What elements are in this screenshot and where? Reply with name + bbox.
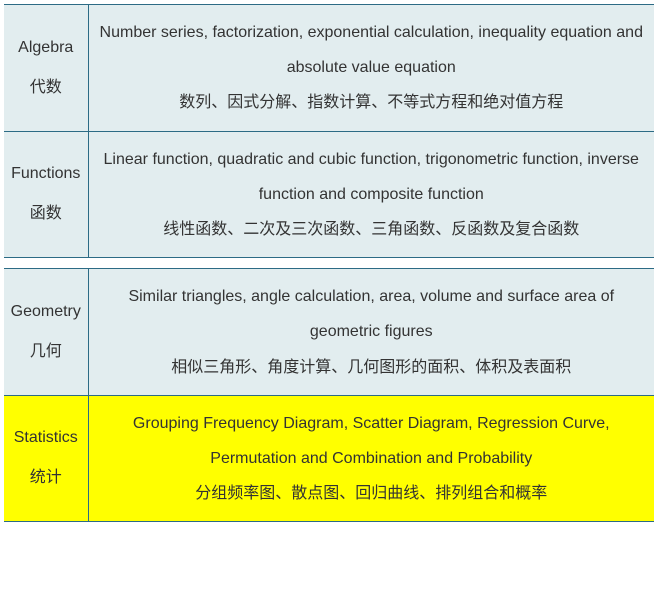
table-row: Statistics 统计 Grouping Frequency Diagram… xyxy=(4,395,654,522)
category-cell: Functions 函数 xyxy=(4,131,88,258)
category-zh: 代数 xyxy=(6,73,86,97)
description-en: Linear function, quadratic and cubic fun… xyxy=(95,142,649,212)
description-cell: Linear function, quadratic and cubic fun… xyxy=(88,131,654,258)
math-topics-table-1: Algebra 代数 Number series, factorization,… xyxy=(4,4,654,258)
category-zh: 统计 xyxy=(6,463,86,487)
category-cell: Algebra 代数 xyxy=(4,5,88,132)
description-zh: 数列、因式分解、指数计算、不等式方程和绝对值方程 xyxy=(95,85,649,120)
description-cell: Grouping Frequency Diagram, Scatter Diag… xyxy=(88,395,654,522)
description-en: Grouping Frequency Diagram, Scatter Diag… xyxy=(95,406,649,476)
category-en: Algebra xyxy=(6,39,86,57)
table-row: Functions 函数 Linear function, quadratic … xyxy=(4,131,654,258)
description-zh: 分组频率图、散点图、回归曲线、排列组合和概率 xyxy=(95,476,649,511)
description-en: Number series, factorization, exponentia… xyxy=(95,15,649,85)
math-topics-table-2: Geometry 几何 Similar triangles, angle cal… xyxy=(4,268,654,522)
description-cell: Number series, factorization, exponentia… xyxy=(88,5,654,132)
table-row: Geometry 几何 Similar triangles, angle cal… xyxy=(4,269,654,396)
description-zh: 线性函数、二次及三次函数、三角函数、反函数及复合函数 xyxy=(95,212,649,247)
description-cell: Similar triangles, angle calculation, ar… xyxy=(88,269,654,396)
category-en: Functions xyxy=(6,165,86,183)
description-en: Similar triangles, angle calculation, ar… xyxy=(95,279,649,349)
category-cell: Statistics 统计 xyxy=(4,395,88,522)
section-gap xyxy=(4,258,654,268)
description-zh: 相似三角形、角度计算、几何图形的面积、体积及表面积 xyxy=(95,350,649,385)
category-zh: 几何 xyxy=(6,337,86,361)
category-zh: 函数 xyxy=(6,199,86,223)
category-en: Geometry xyxy=(6,303,86,321)
category-en: Statistics xyxy=(6,429,86,447)
table-row: Algebra 代数 Number series, factorization,… xyxy=(4,5,654,132)
category-cell: Geometry 几何 xyxy=(4,269,88,396)
